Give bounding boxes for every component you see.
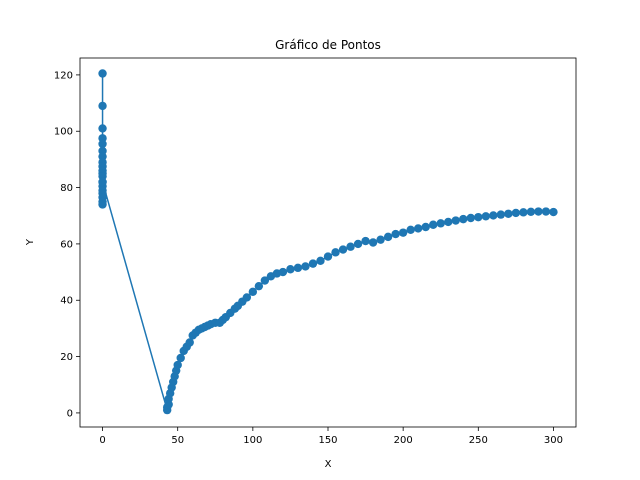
y-tick-label: 80 [60,183,73,194]
data-point [98,124,107,133]
data-point [406,225,415,235]
data-point [496,210,506,219]
data-point [173,360,182,370]
y-tick-label: 120 [54,70,73,81]
data-point [308,259,318,268]
chart-title: Gráfico de Pontos [275,38,381,52]
data-point [98,69,107,78]
data-point [466,213,475,223]
data-point [526,207,536,216]
data-point [316,256,325,266]
data-point [98,177,107,187]
data-point [331,248,340,257]
data-point [504,209,513,218]
y-tick-label: 100 [54,127,73,138]
data-point [176,353,185,363]
data-point [451,216,460,225]
data-point [541,207,551,216]
data-point [549,207,558,217]
data-point [286,265,295,274]
data-point [98,139,107,149]
x-tick-label: 100 [243,435,262,446]
data-point [293,263,303,273]
y-tick-label: 40 [60,296,73,307]
x-tick-label: 300 [544,435,563,446]
data-point [511,208,521,218]
data-point [474,212,483,222]
x-tick-label: 150 [318,435,337,446]
data-point [398,228,408,237]
data-point [444,217,453,227]
data-point [413,224,423,233]
data-point [353,239,363,249]
y-tick-label: 20 [60,352,73,363]
data-point [429,220,438,229]
data-point [459,214,468,224]
data-point [368,238,378,247]
data-point [534,207,543,216]
y-axis: 0 20 40 60 80 100 120 [54,70,80,419]
data-point [98,101,107,111]
data-point [323,252,333,261]
data-point [489,211,498,220]
data-point [98,200,107,209]
data-point [391,229,400,239]
y-tick-label: 0 [67,408,73,419]
data-point [260,276,270,285]
x-tick-label: 50 [171,435,184,446]
data-point [185,338,194,347]
x-axis: 0 50 100 150 200 250 300 [99,427,563,446]
data-point [519,208,528,217]
x-tick-label: 0 [99,435,105,446]
data-point [301,262,310,271]
data-point [242,293,252,302]
data-point [346,242,355,251]
data-point [254,281,264,291]
data-point [361,236,370,246]
data-point [376,235,385,244]
y-axis-label: Y [25,238,36,246]
data-point [421,222,430,232]
data-point [383,232,393,242]
x-tick-label: 200 [394,435,413,446]
x-tick-label: 250 [469,435,488,446]
data-point [436,219,445,228]
data-point [278,267,288,277]
data-point [338,245,348,254]
y-tick-label: 60 [60,239,73,250]
data-point [248,287,258,296]
plot-area [98,69,558,415]
x-axis-label: X [325,459,332,470]
data-point [481,212,491,221]
